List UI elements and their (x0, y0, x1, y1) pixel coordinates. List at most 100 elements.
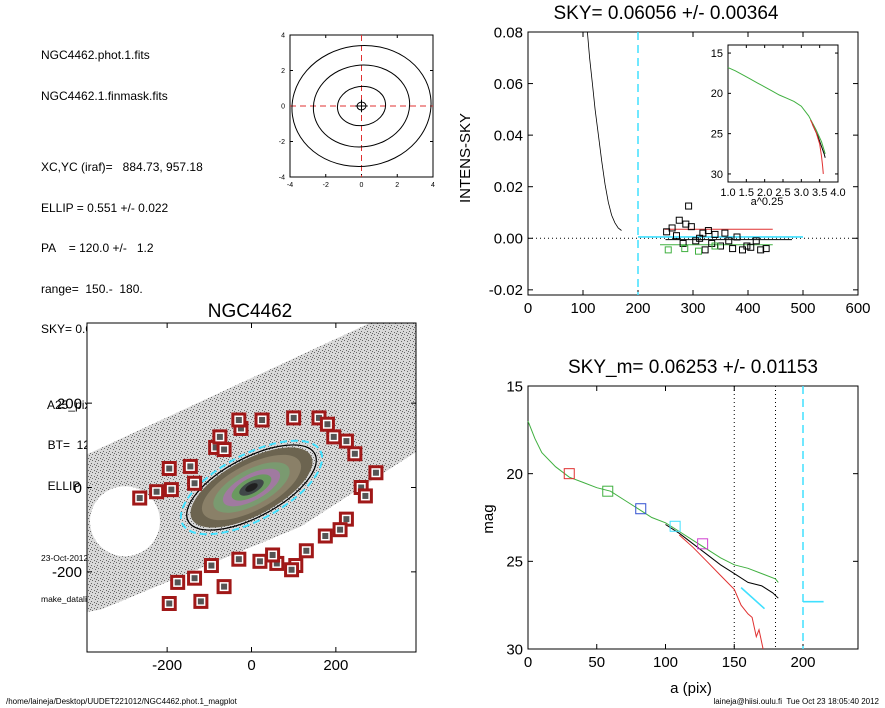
sky-box-marker (739, 246, 746, 254)
contour-xtick-label: 2 (395, 182, 399, 189)
sky-sample-box-fill (216, 433, 223, 440)
sky-box-marker (675, 216, 683, 224)
info-file-1: NGC4462.phot.1.fits (41, 48, 150, 62)
mag-ylabel: mag (480, 504, 497, 533)
mag-xtick-label: 0 (524, 654, 532, 671)
sky-xtick-label: 100 (570, 300, 595, 317)
inset-xtick-label: 1.0 (720, 187, 735, 199)
image-stripe (87, 323, 217, 443)
sky-sample-box-fill (330, 433, 337, 440)
sky-sample-box-fill (322, 533, 329, 540)
sky-sample-box-fill (273, 560, 280, 567)
inset-xlabel: a^0.25 (751, 196, 784, 208)
sky-sample-box-fill (197, 598, 204, 605)
contour-line (356, 101, 367, 111)
sky-box-marker (725, 237, 733, 245)
sky-sample-box-fill (372, 469, 379, 476)
sky-sample-box-fill (191, 480, 198, 487)
sky-box-marker (743, 242, 751, 250)
mag-ytick-label: 15 (506, 378, 523, 395)
sky-box-marker (679, 239, 687, 247)
info-center: XC,YC (iraf)= 884.73, 957.18 (41, 160, 203, 174)
mag-xtick-label: 150 (722, 654, 747, 671)
sky-sample-box-fill (153, 488, 160, 495)
mag-marker (563, 468, 575, 480)
inset-red-line (810, 119, 824, 174)
inset-xtick-label: 3.0 (794, 187, 809, 199)
image-ytick-label: 0 (74, 480, 82, 497)
contour-ytick-label: 2 (281, 68, 285, 75)
sky-xtick-label: 200 (625, 300, 650, 317)
image-field (87, 323, 416, 652)
sky-xtick-label: 600 (845, 300, 870, 317)
mag-xtick-label: 200 (790, 654, 815, 671)
mag-marker (697, 538, 709, 550)
sky-sample-box-fill (362, 492, 369, 499)
sky-box-marker (681, 245, 689, 253)
sky-ytick-label: -0.02 (489, 282, 523, 299)
sky-box-marker (673, 232, 680, 240)
sky-ytick-label: 0.02 (494, 179, 523, 196)
inset-background (728, 45, 838, 182)
sky-ytick-label: 0.06 (494, 76, 523, 93)
sky-sample-box-fill (269, 551, 276, 558)
sky-sample-box-fill (208, 562, 215, 569)
sky-plot: 0 100 200 300 400 500 600 -0.02 0.00 0.02 0.04 0.06… (489, 24, 871, 317)
sky-sample-box-fill (288, 566, 295, 573)
sky-box-marker (711, 242, 719, 250)
contour-line (312, 64, 411, 148)
sky-box-marker (695, 247, 702, 255)
sky-profile-line (587, 31, 622, 231)
sky-box-marker (729, 245, 737, 253)
inset-ytick-label: 25 (711, 128, 723, 140)
contour-ytick-label: -2 (279, 139, 285, 146)
sky-sample-box-fill (303, 547, 310, 554)
inset-ytick-label: 20 (711, 88, 723, 100)
sky-sample-box-fill (358, 484, 365, 491)
info-range: range= 150.- 180. (41, 281, 143, 296)
sky-box-marker (663, 228, 671, 236)
contour-plot: -4 -2 0 2 4 -4 -2 0 2 4 (279, 32, 435, 189)
galaxy-image-plot: -200 0 200 -200 0 200 (52, 322, 417, 674)
info-file-2: NGC4462.1.finmask.fits (41, 88, 168, 103)
mag-xlabel: a (pix) (670, 680, 712, 697)
mag-ytick-label: 20 (506, 466, 523, 483)
contour-ytick-label: 4 (281, 32, 285, 39)
image-xtick-label: 0 (247, 657, 255, 674)
image-xtick-label: -200 (152, 657, 182, 674)
contour-ytick-label: -4 (279, 174, 285, 181)
sky-box-marker (701, 246, 709, 254)
image-title: NGC4462 (208, 301, 293, 322)
sky-sample-box-fill (136, 495, 143, 502)
sky-sample-box-fill (315, 414, 322, 421)
sky-sample-box-fill (168, 486, 175, 493)
mag-xtick-label: 50 (588, 654, 605, 671)
sky-sample-box-fill (221, 446, 228, 453)
sky-ytick-label: 0.00 (494, 231, 523, 248)
contour-xtick-label: -2 (323, 182, 329, 189)
sky-sample-box-fill (166, 600, 173, 607)
sky-box-marker (762, 245, 770, 253)
image-xtick-label: 200 (323, 657, 348, 674)
mag-xtick-label: 100 (653, 654, 678, 671)
mag-plot: 0 50 100 150 200 15 20 25 30 (506, 378, 859, 671)
sky-box-marker (685, 202, 693, 210)
sky-box-marker (752, 237, 760, 245)
galaxy-ellipse-black (186, 444, 317, 531)
sky-sample-box-fill (256, 558, 263, 565)
contour-xtick-label: -4 (287, 182, 293, 189)
inset-xtick-label: 2.0 (757, 187, 772, 199)
info-ellip: ELLIP = 0.551 +/- 0.022 (41, 200, 169, 215)
sky-sample-box-fill (324, 421, 331, 428)
sky-sample-box-fill (343, 438, 350, 445)
sky-xtick-label: 500 (790, 300, 815, 317)
contour-ytick-label: 0 (281, 103, 285, 110)
sky-ytick-label: 0.04 (494, 127, 523, 144)
inset-ytick-label: 15 (711, 48, 723, 60)
inset-xtick-label: 2.5 (775, 187, 790, 199)
sky-xtick-label: 0 (524, 300, 532, 317)
mag-marker (602, 485, 614, 497)
sky-xtick-label: 400 (735, 300, 760, 317)
galaxy-ellipse-cyan (179, 439, 324, 536)
sky-sample-box-fill (221, 583, 228, 590)
